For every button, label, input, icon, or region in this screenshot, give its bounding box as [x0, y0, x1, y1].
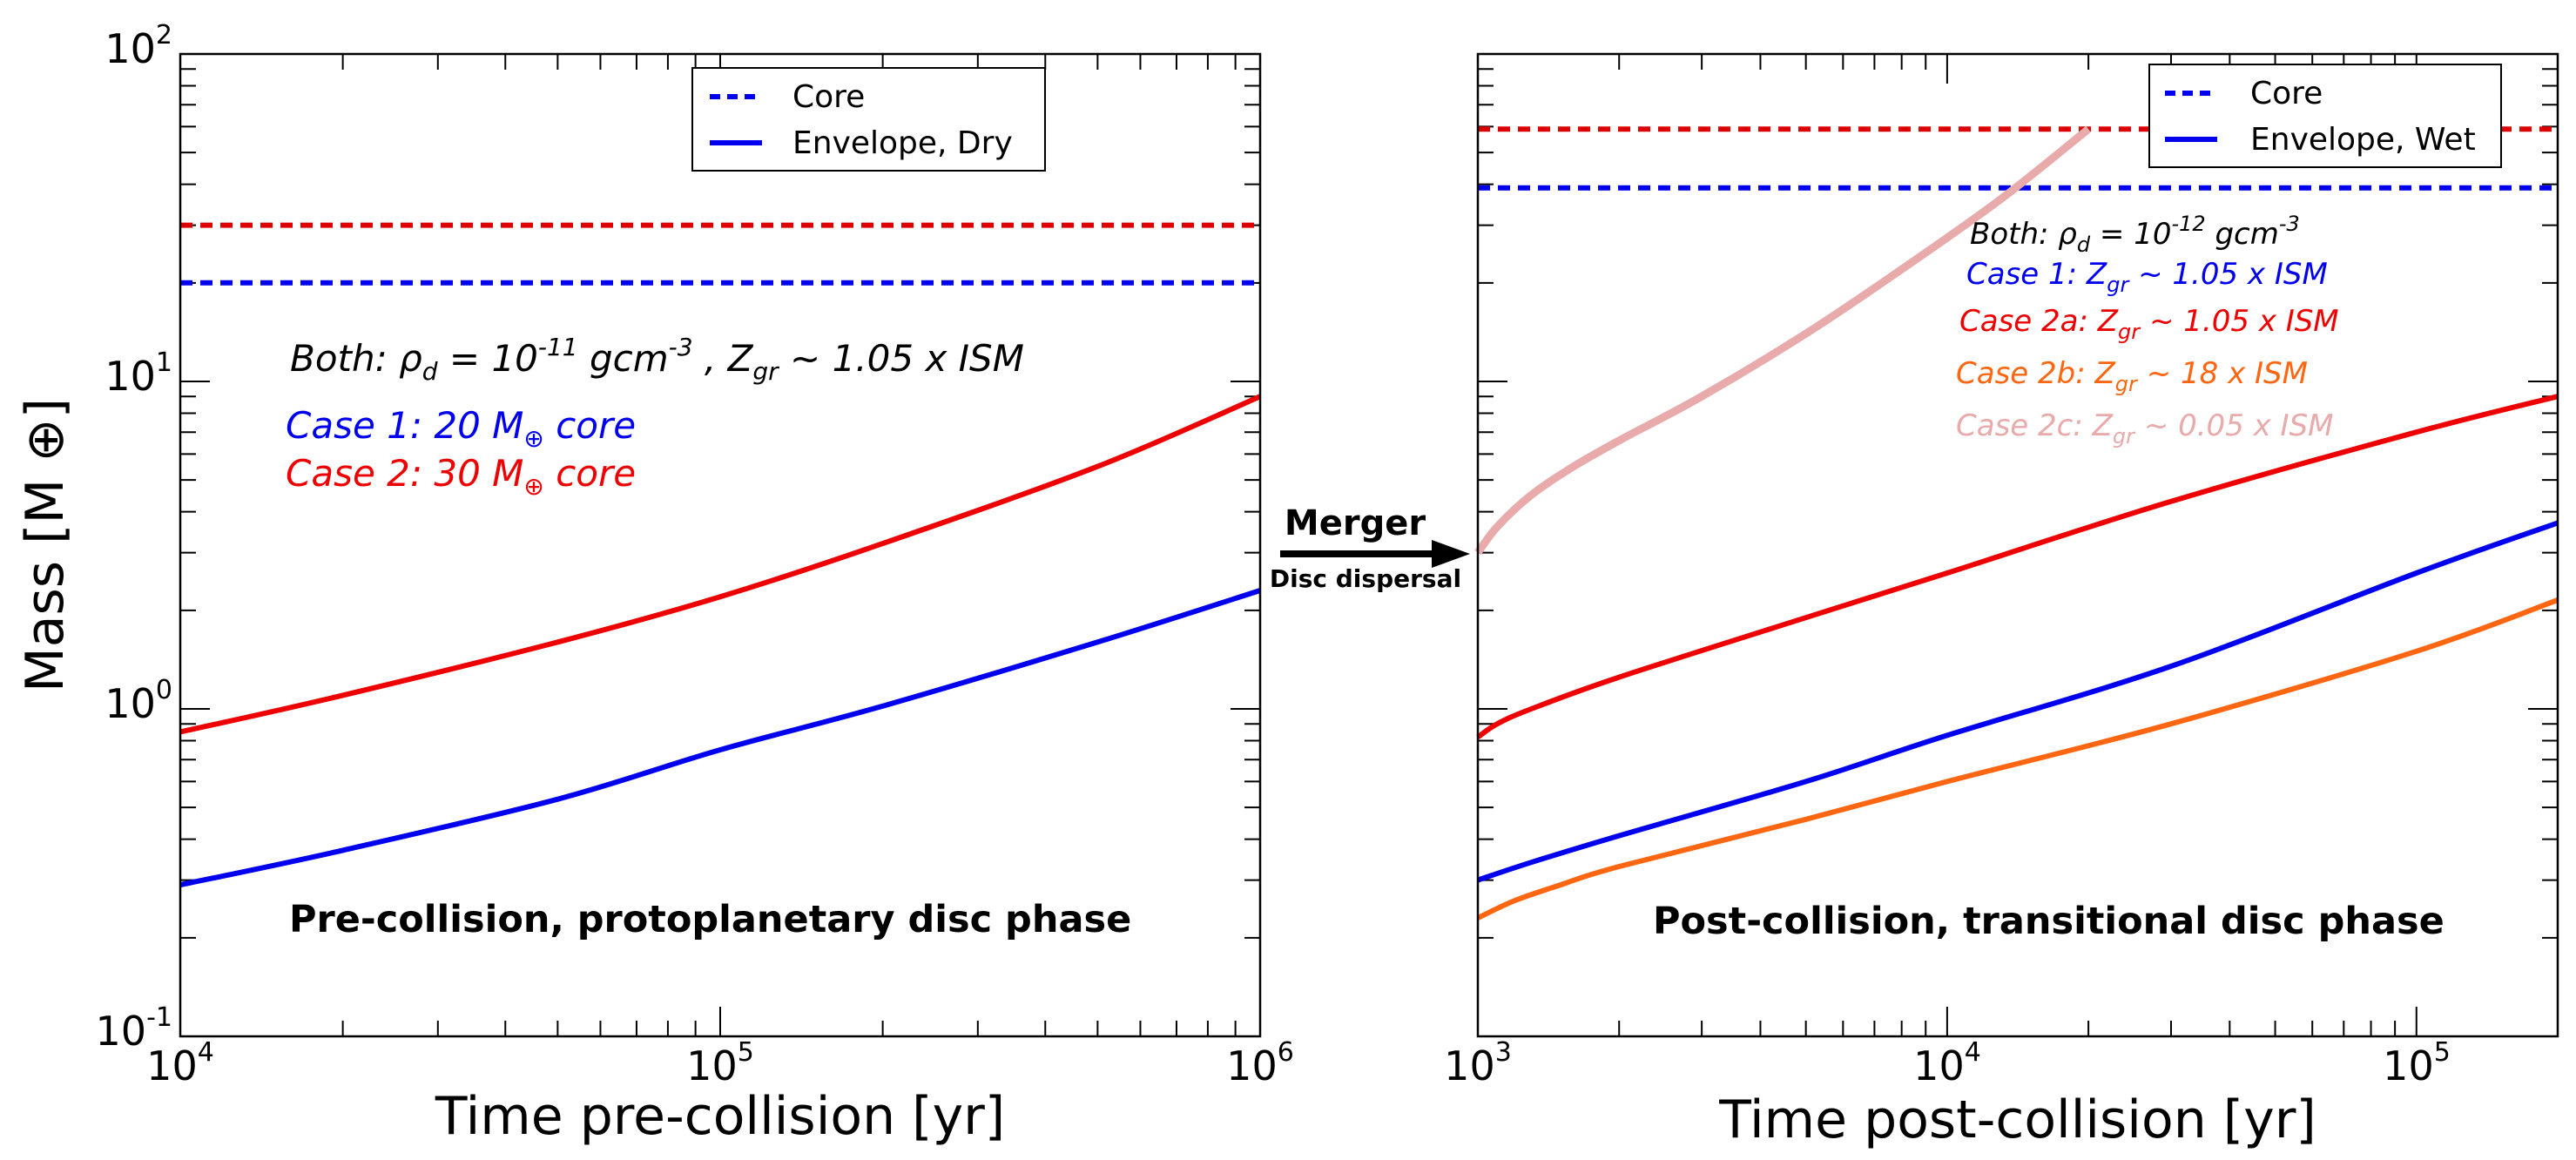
- left-x-axis-label: Time pre-collision [yr]: [435, 1086, 1005, 1147]
- arrow-head-icon: [1432, 540, 1470, 568]
- left-panel: 10-1 100 101 102 104 105 106 Time pre-co…: [15, 20, 1294, 1147]
- legend-label-envelope-wet: Envelope, Wet: [2250, 122, 2476, 158]
- right-legend: Core Envelope, Wet: [2148, 64, 2502, 168]
- right-plot-marks: [1474, 53, 2559, 1037]
- right-x-axis-label: Time post-collision [yr]: [1718, 1089, 2316, 1150]
- right-annotation-both: Both: ρd = 10-12 gcm-3: [1970, 212, 2300, 257]
- case-2c-envelope-line: [1474, 125, 2091, 556]
- case-2a-envelope-line: [1476, 394, 2559, 739]
- case-2-envelope-line: [179, 394, 1262, 735]
- left-annotation-case2: Case 2: 30 M⊕ core: [286, 452, 636, 501]
- left-annotation-both: Both: ρd = 10-11 gcm-3 , Zgr ~ 1.05 x IS…: [290, 333, 1024, 386]
- right-xtick-label: 105: [2383, 1037, 2451, 1089]
- y-axis-label: Mass [M ⊕]: [15, 398, 76, 692]
- legend-label-core: Core: [2250, 76, 2323, 111]
- left-ytick-label: 100: [105, 675, 172, 727]
- arrow-subtitle: Disc dispersal: [1270, 564, 1461, 593]
- right-annotation-case2a: Case 2a: Zgr ~ 1.05 x ISM: [1959, 304, 2339, 344]
- right-panel: 103 104 105 Time post-collision [yr] Cor…: [1444, 52, 2559, 1150]
- case-1-envelope-line: [1477, 520, 2559, 883]
- left-phase-label: Pre-collision, protoplanetary disc phase: [289, 898, 1131, 941]
- left-ytick-label: 102: [105, 20, 172, 72]
- case-2b-envelope-line: [1476, 597, 2559, 921]
- right-annotation-case1: Case 1: Zgr ~ 1.05 x ISM: [1966, 257, 2328, 297]
- left-ytick-label: 10-1: [96, 1002, 172, 1055]
- right-xtick-label: 103: [1444, 1037, 1512, 1089]
- left-annotation-case1: Case 1: 20 M⊕ core: [286, 404, 636, 453]
- merger-arrow: Merger Disc dispersal: [1270, 503, 1470, 593]
- legend-label-core: Core: [792, 79, 865, 115]
- right-annotation-case2b: Case 2b: Zgr ~ 18 x ISM: [1956, 356, 2308, 396]
- left-xtick-label: 104: [146, 1037, 214, 1089]
- left-plot-marks: [179, 53, 1262, 1037]
- right-plot-frame: [1476, 52, 2559, 1038]
- left-plot-frame: [179, 52, 1262, 1038]
- left-ytick-label: 101: [105, 347, 172, 400]
- legend-label-envelope-dry: Envelope, Dry: [792, 125, 1013, 161]
- case-1-envelope-line: [179, 588, 1261, 888]
- right-phase-label: Post-collision, transitional disc phase: [1653, 900, 2445, 943]
- right-annotation-case2c: Case 2c: Zgr ~ 0.05 x ISM: [1956, 408, 2334, 448]
- right-xtick-label: 104: [1913, 1037, 1981, 1089]
- left-xtick-label: 105: [686, 1037, 754, 1089]
- arrow-title: Merger: [1285, 503, 1426, 543]
- left-xtick-label: 106: [1226, 1037, 1294, 1089]
- left-legend: Core Envelope, Dry: [691, 67, 1046, 172]
